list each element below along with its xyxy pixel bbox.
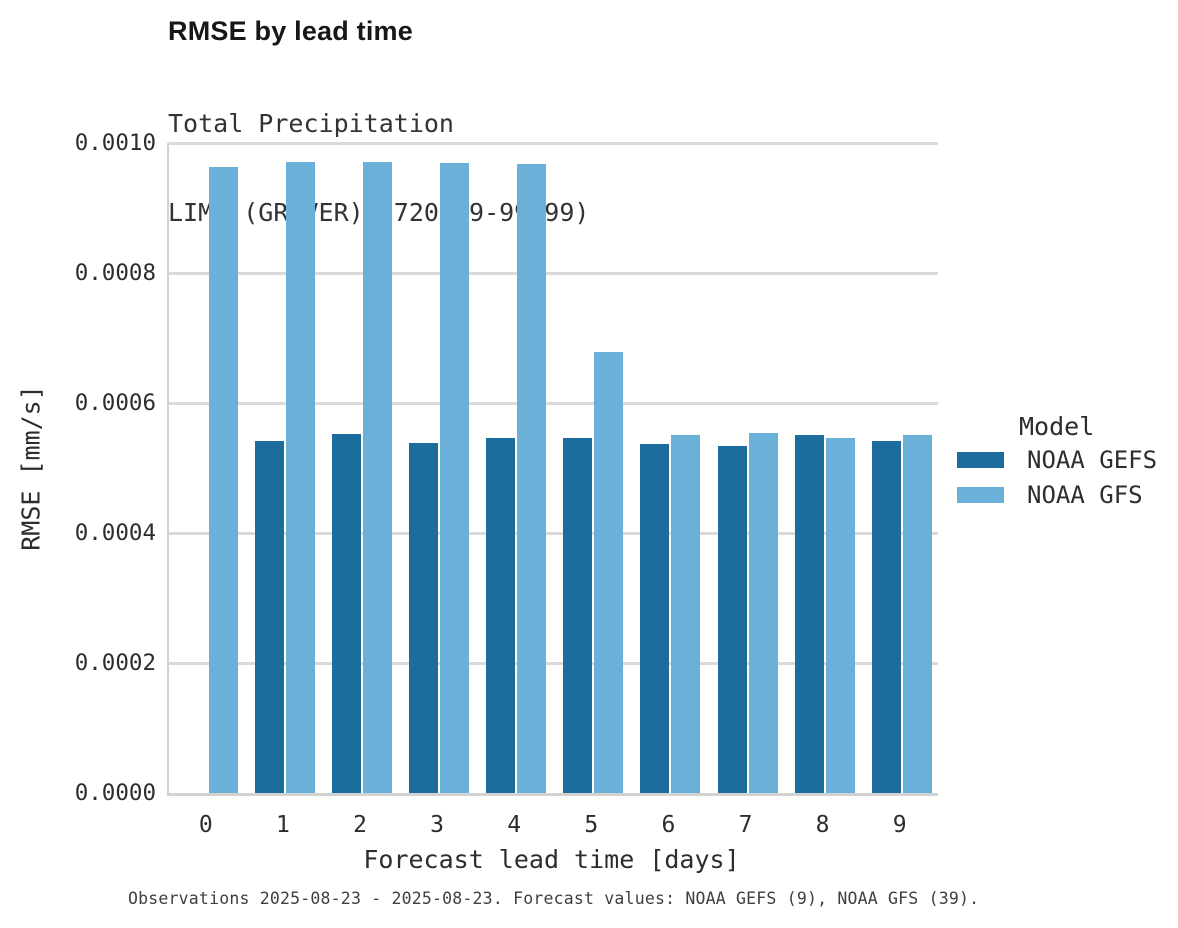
bar-noaa-gefs-lead-1 [254, 440, 284, 793]
legend-swatch [957, 452, 1004, 468]
y-tick-0.0008: 0.0008 [74, 260, 156, 286]
x-tick-5: 5 [584, 812, 599, 838]
x-tick-3: 3 [430, 812, 445, 838]
bar-noaa-gfs-lead-6 [671, 434, 701, 793]
gridline-0.0002 [169, 662, 938, 665]
bar-noaa-gfs-lead-4 [517, 163, 547, 793]
legend-entry-noaa-gfs: NOAA GFS [957, 478, 1157, 512]
bar-noaa-gefs-lead-9 [871, 440, 901, 793]
bar-noaa-gfs-lead-2 [363, 161, 392, 793]
legend-entry-noaa-gefs: NOAA GEFS [957, 443, 1157, 477]
bar-noaa-gfs-lead-5 [594, 352, 624, 793]
bar-noaa-gefs-lead-5 [563, 437, 593, 793]
bar-noaa-gefs-lead-2 [332, 434, 361, 793]
bar-noaa-gefs-lead-8 [794, 434, 824, 793]
gridline-0.0010 [169, 142, 938, 145]
x-tick-2: 2 [353, 812, 367, 838]
footer-caption: Observations 2025-08-23 - 2025-08-23. Fo… [128, 889, 980, 908]
x-tick-7: 7 [738, 812, 753, 838]
legend: Model NOAA GEFS NOAA GFS [957, 412, 1157, 512]
x-tick-6: 6 [661, 812, 676, 838]
bar-noaa-gfs-lead-8 [825, 438, 855, 793]
chart-title: RMSE by lead time [168, 16, 413, 46]
y-tick-0.0004: 0.0004 [74, 520, 156, 546]
legend-swatch [957, 487, 1004, 503]
y-tick-0.0000: 0.0000 [74, 780, 156, 806]
gridline-0.0006 [169, 402, 938, 405]
x-tick-1: 1 [275, 812, 290, 838]
bar-noaa-gfs-lead-9 [902, 434, 932, 793]
gridline-0.0008 [169, 272, 938, 275]
y-tick-0.0006: 0.0006 [74, 390, 156, 416]
x-tick-9: 9 [892, 812, 907, 838]
y-tick-0.0002: 0.0002 [74, 650, 156, 676]
legend-entries: NOAA GEFS NOAA GFS [957, 443, 1157, 512]
x-tick-4: 4 [507, 812, 522, 838]
x-tick-8: 8 [815, 812, 830, 838]
chart-subtitle-variable: Total Precipitation [168, 109, 454, 138]
bar-noaa-gefs-lead-6 [640, 443, 670, 793]
x-tick-0: 0 [198, 812, 213, 838]
bar-noaa-gefs-lead-7 [717, 445, 747, 793]
bar-noaa-gfs-lead-3 [440, 163, 470, 793]
legend-title: Model [1019, 412, 1095, 441]
bar-noaa-gfs-lead-1 [285, 161, 315, 793]
bar-noaa-gfs-lead-0 [208, 167, 238, 793]
bar-noaa-gfs-lead-7 [748, 432, 778, 793]
bar-noaa-gefs-lead-4 [486, 438, 516, 793]
legend-label: NOAA GFS [1027, 481, 1143, 509]
gridline-0.0004 [169, 532, 938, 535]
y-tick-0.0010: 0.0010 [74, 130, 156, 156]
x-axis-title: Forecast lead time [days] [363, 845, 740, 874]
bar-noaa-gefs-lead-3 [409, 443, 439, 793]
legend-label: NOAA GEFS [1027, 446, 1158, 474]
plot-area [167, 142, 938, 796]
